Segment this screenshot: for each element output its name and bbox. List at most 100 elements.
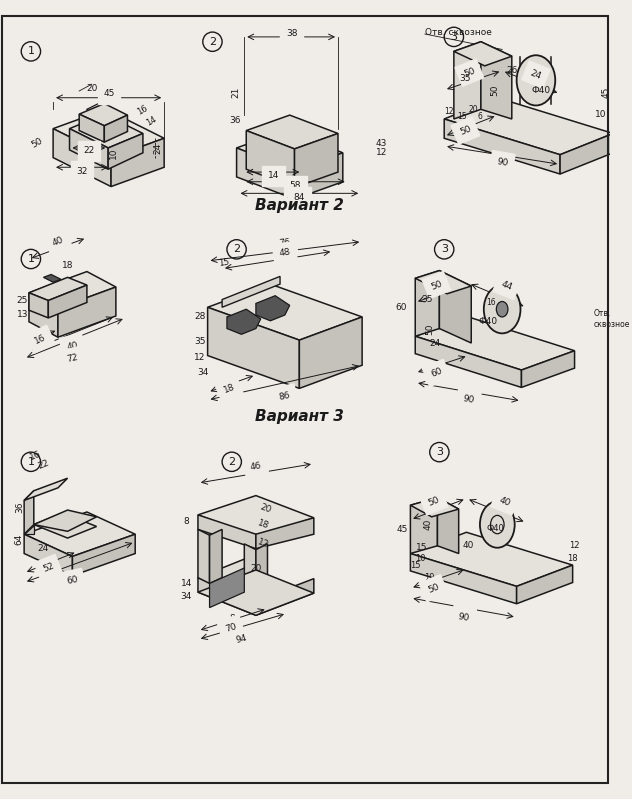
Polygon shape	[454, 42, 512, 66]
Text: 12: 12	[569, 541, 580, 551]
Text: 10: 10	[109, 147, 118, 158]
Polygon shape	[24, 512, 135, 556]
Polygon shape	[29, 292, 48, 318]
Text: 24: 24	[429, 340, 440, 348]
Text: 1: 1	[27, 457, 34, 467]
Ellipse shape	[496, 301, 508, 317]
Text: 40: 40	[498, 495, 512, 507]
Polygon shape	[24, 525, 33, 535]
Polygon shape	[415, 317, 574, 370]
Text: 14: 14	[181, 579, 192, 588]
Text: 45: 45	[397, 525, 408, 534]
Text: 34: 34	[181, 593, 192, 602]
Ellipse shape	[516, 55, 556, 105]
Polygon shape	[516, 565, 573, 604]
Text: 50: 50	[458, 124, 473, 137]
Text: 26: 26	[506, 66, 518, 75]
Polygon shape	[236, 148, 295, 199]
Text: Ф40: Ф40	[532, 85, 550, 94]
Polygon shape	[53, 109, 164, 157]
Text: 3: 3	[451, 32, 458, 42]
Polygon shape	[198, 530, 210, 583]
Text: 3: 3	[441, 244, 447, 254]
Polygon shape	[70, 114, 143, 148]
Text: 40: 40	[51, 236, 65, 248]
Text: 50: 50	[30, 137, 44, 150]
Polygon shape	[210, 568, 245, 607]
Text: 43: 43	[376, 138, 387, 148]
Text: 45: 45	[602, 86, 611, 97]
Polygon shape	[256, 578, 314, 615]
Polygon shape	[410, 554, 516, 604]
Polygon shape	[236, 130, 343, 170]
Polygon shape	[29, 292, 58, 337]
Text: 21: 21	[231, 86, 240, 97]
Polygon shape	[295, 153, 343, 199]
Polygon shape	[198, 570, 314, 615]
Polygon shape	[415, 271, 471, 294]
Text: 34: 34	[197, 368, 209, 377]
Polygon shape	[410, 498, 437, 554]
Polygon shape	[410, 498, 459, 517]
Text: 40: 40	[423, 519, 432, 531]
Text: 36: 36	[15, 502, 24, 513]
Polygon shape	[44, 274, 61, 282]
Text: Ф40: Ф40	[487, 524, 504, 533]
Polygon shape	[439, 271, 471, 343]
Polygon shape	[300, 317, 362, 388]
Text: 1: 1	[27, 46, 34, 57]
Ellipse shape	[483, 285, 521, 333]
Text: 28: 28	[194, 312, 205, 321]
Polygon shape	[70, 129, 108, 169]
Polygon shape	[410, 532, 573, 586]
Polygon shape	[245, 544, 256, 598]
Polygon shape	[227, 309, 261, 334]
Text: 10: 10	[415, 554, 425, 562]
Polygon shape	[33, 513, 97, 538]
Text: 60: 60	[66, 575, 79, 586]
Polygon shape	[33, 510, 97, 531]
Text: Вариант 3: Вариант 3	[255, 409, 344, 424]
Text: 18: 18	[568, 554, 578, 562]
Text: 20: 20	[86, 84, 97, 93]
Text: 12: 12	[434, 586, 445, 594]
Text: 50: 50	[462, 66, 477, 79]
Text: 18: 18	[222, 382, 236, 395]
Text: 50: 50	[425, 324, 434, 336]
Text: 72: 72	[66, 353, 79, 364]
Text: 86: 86	[278, 391, 291, 402]
Text: 13: 13	[16, 309, 28, 319]
Text: 90: 90	[462, 395, 475, 405]
Text: 19: 19	[425, 573, 435, 582]
Polygon shape	[208, 284, 362, 340]
Polygon shape	[295, 133, 338, 188]
Text: 76: 76	[279, 237, 291, 248]
Text: 64: 64	[15, 534, 24, 545]
Text: 35: 35	[459, 74, 471, 83]
Ellipse shape	[480, 502, 514, 548]
Text: 12: 12	[444, 107, 454, 116]
Text: 15: 15	[410, 561, 420, 570]
Text: 16: 16	[33, 332, 47, 346]
Polygon shape	[415, 271, 439, 336]
Text: 40: 40	[66, 340, 79, 352]
Text: 6: 6	[478, 112, 482, 121]
Text: 14: 14	[145, 114, 159, 127]
Text: 32: 32	[76, 167, 88, 176]
Text: 12: 12	[257, 538, 270, 550]
Text: 24: 24	[529, 68, 543, 81]
Polygon shape	[24, 535, 73, 576]
Text: Вариант 2: Вариант 2	[255, 198, 344, 213]
Polygon shape	[437, 498, 459, 554]
Text: 2: 2	[209, 37, 216, 46]
Polygon shape	[444, 97, 613, 155]
Text: 50: 50	[430, 279, 444, 292]
Polygon shape	[79, 114, 104, 142]
Text: 35: 35	[194, 336, 205, 346]
Polygon shape	[73, 535, 135, 576]
Text: 2: 2	[228, 457, 235, 467]
Polygon shape	[24, 478, 68, 500]
Text: 20: 20	[250, 563, 262, 573]
Text: Ф40: Ф40	[478, 317, 497, 326]
Polygon shape	[53, 129, 111, 187]
